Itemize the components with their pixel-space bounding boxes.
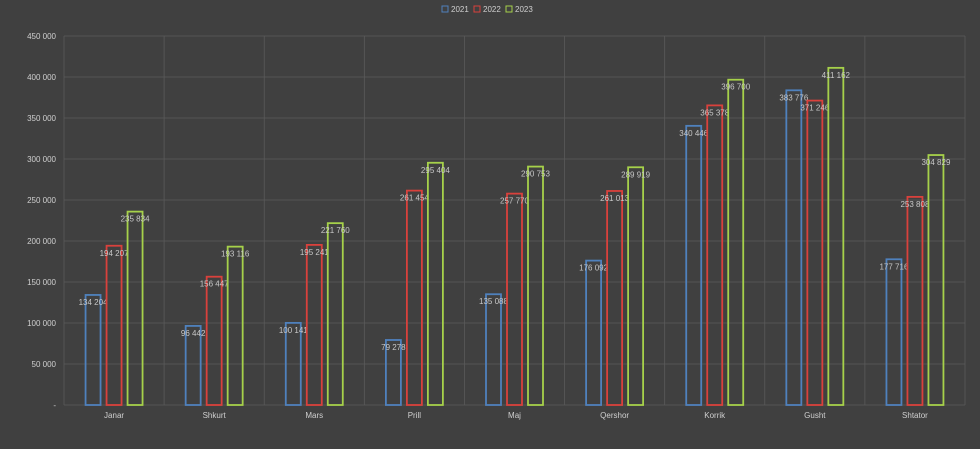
bar-2021-maj bbox=[485, 293, 502, 406]
bar-2022-shkurt bbox=[205, 275, 223, 406]
data-label: 257 770 bbox=[500, 197, 529, 206]
bar-2022-gusht bbox=[806, 99, 824, 406]
y-tick-label: - bbox=[53, 401, 56, 410]
data-label: 371 246 bbox=[800, 104, 829, 113]
x-tick-label: Korrik bbox=[704, 411, 726, 420]
bar-2023-qershor bbox=[627, 166, 645, 406]
data-label: 177 716 bbox=[879, 262, 908, 271]
bar-2021-prill bbox=[384, 339, 402, 406]
legend-swatch-2022 bbox=[473, 5, 481, 13]
data-label: 396 700 bbox=[721, 83, 750, 92]
data-label: 221 760 bbox=[321, 226, 350, 235]
legend-swatch-2021 bbox=[441, 5, 449, 13]
bar-2022-qershor bbox=[606, 190, 624, 406]
y-tick-label: 300 000 bbox=[27, 155, 56, 164]
y-tick-label: 100 000 bbox=[27, 319, 56, 328]
bar-2023-shtator bbox=[927, 154, 945, 406]
bar-2021-janar bbox=[84, 294, 102, 406]
bar-2023-maj bbox=[527, 165, 544, 406]
bar-2023-prill bbox=[426, 161, 444, 406]
data-label: 253 808 bbox=[900, 200, 929, 209]
bar-2023-gusht bbox=[827, 66, 845, 406]
data-label: 304 829 bbox=[921, 158, 950, 167]
x-tick-label: Janar bbox=[104, 411, 124, 420]
bar-2021-qershor bbox=[585, 259, 603, 406]
data-label: 383 776 bbox=[779, 93, 808, 102]
bar-2021-shtator bbox=[885, 258, 903, 406]
x-tick-label: Shkurt bbox=[203, 411, 227, 420]
data-label: 290 753 bbox=[521, 170, 550, 179]
data-label: 194 207 bbox=[100, 249, 129, 258]
y-tick-label: 450 000 bbox=[27, 32, 56, 41]
data-label: 79 278 bbox=[381, 343, 406, 352]
data-label: 134 204 bbox=[79, 298, 108, 307]
data-label: 235 834 bbox=[121, 215, 150, 224]
data-label: 365 378 bbox=[700, 108, 729, 117]
data-label: 96 442 bbox=[181, 329, 206, 338]
data-label: 295 404 bbox=[421, 166, 450, 175]
y-tick-label: 50 000 bbox=[32, 360, 57, 369]
data-label: 176 092 bbox=[579, 264, 608, 273]
legend-label: 2021 bbox=[451, 5, 469, 14]
y-tick-label: 250 000 bbox=[27, 196, 56, 205]
data-label: 193 116 bbox=[221, 250, 250, 259]
data-label: 135 088 bbox=[479, 297, 508, 306]
data-label: 100 141 bbox=[279, 326, 308, 335]
x-tick-label: Gusht bbox=[804, 411, 826, 420]
bar-2023-mars bbox=[326, 222, 344, 406]
legend-label: 2023 bbox=[515, 5, 533, 14]
data-label: 195 241 bbox=[300, 248, 329, 257]
data-label: 261 013 bbox=[600, 194, 629, 203]
y-tick-label: 400 000 bbox=[27, 73, 56, 82]
legend-swatch-2023 bbox=[505, 5, 513, 13]
bar-2021-shkurt bbox=[184, 325, 202, 406]
bar-2021-gusht bbox=[785, 89, 803, 406]
y-tick-label: 200 000 bbox=[27, 237, 56, 246]
bar-2023-korrik bbox=[727, 78, 745, 406]
y-tick-label: 350 000 bbox=[27, 114, 56, 123]
data-label: 261 454 bbox=[400, 194, 429, 203]
bar-2023-shkurt bbox=[226, 245, 244, 406]
bar-2021-mars bbox=[284, 321, 302, 406]
data-label: 340 446 bbox=[679, 129, 708, 138]
bar-2023-janar bbox=[126, 210, 144, 406]
x-tick-label: Prill bbox=[408, 411, 422, 420]
bar-2021-korrik bbox=[685, 124, 703, 406]
data-label: 289 919 bbox=[621, 170, 650, 179]
x-tick-label: Shtator bbox=[902, 411, 928, 420]
bar-2022-shtator bbox=[906, 195, 924, 406]
bar-2022-maj bbox=[506, 192, 523, 406]
bar-2022-mars bbox=[305, 244, 323, 406]
x-tick-label: Mars bbox=[305, 411, 323, 420]
legend-label: 2022 bbox=[483, 5, 501, 14]
bar-2022-janar bbox=[105, 244, 123, 406]
bar-2022-prill bbox=[405, 189, 423, 406]
x-tick-label: Qershor bbox=[600, 411, 629, 420]
x-tick-label: Maj bbox=[508, 411, 521, 420]
data-label: 411 162 bbox=[822, 71, 851, 80]
data-label: 156 447 bbox=[200, 280, 229, 289]
y-tick-label: 150 000 bbox=[27, 278, 56, 287]
bar-2022-korrik bbox=[706, 104, 724, 406]
